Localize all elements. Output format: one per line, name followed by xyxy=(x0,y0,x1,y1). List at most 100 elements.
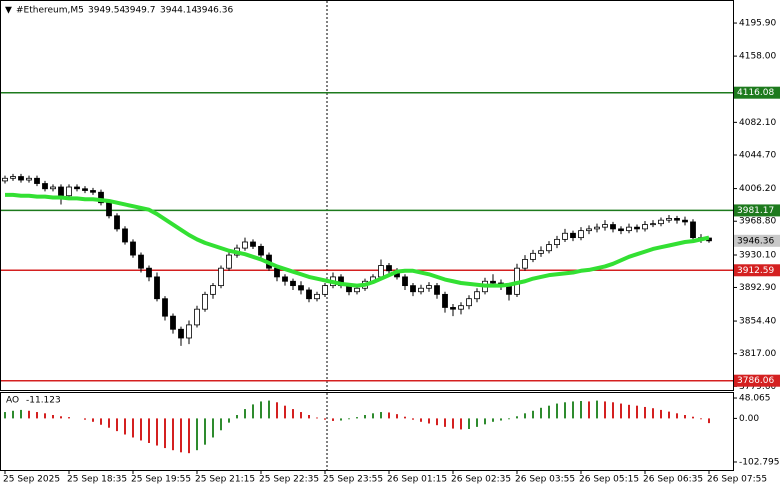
level-label: 4116.08 xyxy=(737,88,774,98)
candle-body xyxy=(594,226,600,230)
candle-body xyxy=(602,224,608,228)
level-label-bg xyxy=(734,374,780,387)
menu-arrow: ▼ xyxy=(5,6,12,16)
level-label: 3912.59 xyxy=(737,266,774,276)
candle-body xyxy=(42,183,48,190)
candle-body xyxy=(242,241,248,249)
ao-last: -11.123 xyxy=(26,396,61,406)
x-tick-label: 25 Sep 21:15 xyxy=(195,475,255,485)
candle-body xyxy=(258,245,264,256)
candle-body xyxy=(618,228,624,232)
candle-body xyxy=(354,287,360,293)
candle-body xyxy=(490,280,496,284)
candle-body xyxy=(26,177,32,181)
y-tick-label: 3854.40 xyxy=(739,317,776,327)
candle-body xyxy=(154,276,160,300)
candle-body xyxy=(682,219,688,223)
candle-body xyxy=(194,308,200,326)
candle-body xyxy=(458,305,464,310)
last-close: 3946.36 xyxy=(196,6,233,16)
y-tick-label: 4158.00 xyxy=(739,52,776,62)
candle-body xyxy=(554,238,560,246)
candle-body xyxy=(226,254,232,269)
candle-body xyxy=(290,280,296,287)
level-label-bg xyxy=(734,264,780,277)
current-price-bg xyxy=(734,234,780,247)
candle-body xyxy=(306,289,312,300)
candle-body xyxy=(250,241,256,247)
x-tick-label: 26 Sep 06:35 xyxy=(643,475,703,485)
candle-body xyxy=(282,276,288,282)
candle-body xyxy=(570,232,576,239)
candle-body xyxy=(122,228,128,243)
candle-body xyxy=(426,285,432,289)
candle-body xyxy=(210,285,216,295)
candle-body xyxy=(218,267,224,287)
x-tick-label: 26 Sep 02:35 xyxy=(451,475,511,485)
candle-body xyxy=(402,276,408,287)
x-tick-label: 25 Sep 18:35 xyxy=(67,475,127,485)
x-tick-label: 26 Sep 07:55 xyxy=(707,475,767,485)
candle-body xyxy=(650,223,656,226)
candle-body xyxy=(690,221,696,239)
ao-tick-label: 0.00 xyxy=(739,414,759,424)
level-label-bg xyxy=(734,204,780,217)
candle-body xyxy=(130,241,136,256)
candle-body xyxy=(186,324,192,339)
chart-title: #Ethereum,M5 xyxy=(16,6,84,16)
candle-body xyxy=(18,176,24,181)
candle-body xyxy=(146,267,152,278)
candle-body xyxy=(642,224,648,230)
candle-body xyxy=(666,218,672,221)
candle-body xyxy=(314,293,320,300)
ao-frame xyxy=(0,392,734,471)
candle-body xyxy=(178,328,184,339)
current-price: 3946.36 xyxy=(737,236,774,246)
candle-body xyxy=(434,285,440,295)
candle-body xyxy=(162,298,168,317)
candle-body xyxy=(202,293,208,310)
level-label: 3981.17 xyxy=(737,206,774,216)
x-tick-label: 25 Sep 23:55 xyxy=(323,475,383,485)
y-tick-label: 4006.20 xyxy=(739,184,776,194)
candle-body xyxy=(322,285,328,295)
y-tick-label: 3892.90 xyxy=(739,283,776,293)
candle-body xyxy=(74,186,80,190)
candle-body xyxy=(530,252,536,260)
candle-body xyxy=(562,232,568,240)
candle-body xyxy=(106,202,112,217)
candle-body xyxy=(82,188,88,191)
ao-tick-label: -102.795 xyxy=(739,457,779,467)
candle-body xyxy=(658,219,664,225)
moving-average xyxy=(5,192,710,288)
y-tick-label: 4082.10 xyxy=(739,118,776,128)
candle-body xyxy=(578,230,584,239)
candle-body xyxy=(34,177,40,184)
candle-body xyxy=(546,244,552,252)
plot: 4195.90 4158.00 4082.10 4044.70 4006.20 3968.… xyxy=(1,19,780,485)
candle-body xyxy=(442,293,448,308)
last-high: 3949.7 xyxy=(124,6,156,16)
candle-body xyxy=(274,267,280,278)
candle-body xyxy=(466,298,472,307)
candle-body xyxy=(410,285,416,293)
ao-tick-label: 48.065 xyxy=(739,394,771,404)
candle-body xyxy=(418,287,424,293)
x-tick-label: 25 Sep 19:55 xyxy=(131,475,191,485)
candle-body xyxy=(90,190,96,193)
candle-body xyxy=(378,265,384,278)
x-tick-label: 25 Sep 22:35 xyxy=(259,475,319,485)
y-tick-label: 3817.00 xyxy=(739,349,776,359)
last-low: 3944.14 xyxy=(160,6,197,16)
y-tick-label: 4044.70 xyxy=(739,150,776,160)
candle-body xyxy=(10,176,16,179)
candle-body xyxy=(138,254,144,269)
x-tick-label: 26 Sep 05:15 xyxy=(579,475,639,485)
y-tick-label: 3968.80 xyxy=(739,217,776,227)
candle-body xyxy=(298,285,304,291)
level-label-bg xyxy=(734,86,780,99)
main-frame xyxy=(0,0,734,391)
candle-body xyxy=(66,186,72,197)
candle-body xyxy=(626,226,632,232)
